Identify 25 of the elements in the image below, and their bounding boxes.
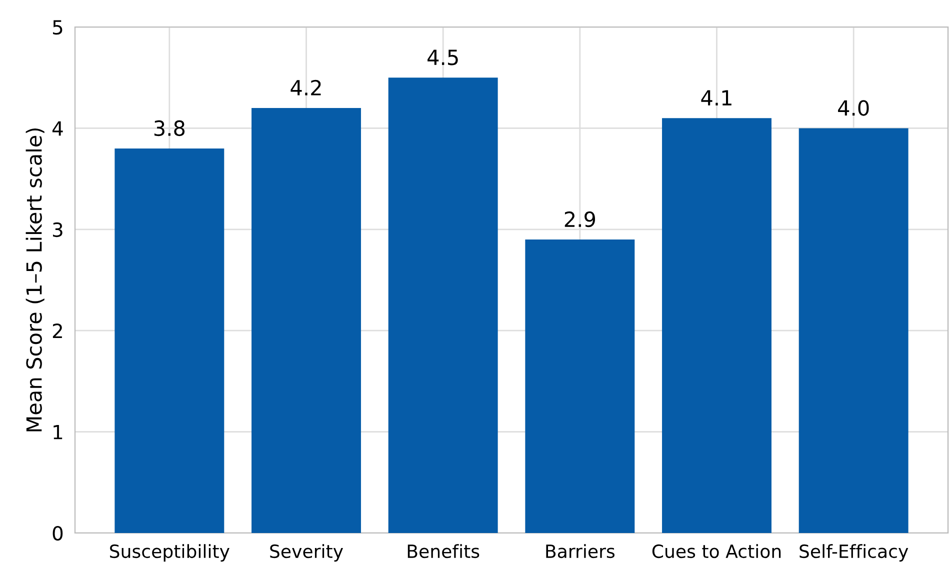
x-tick-label: Cues to Action bbox=[652, 544, 781, 558]
bar bbox=[798, 128, 908, 533]
data-label: 3.8 bbox=[154, 120, 185, 136]
y-tick-label: 3 bbox=[53, 222, 62, 238]
y-tick-label: 1 bbox=[54, 425, 62, 440]
y-tick-label: 0 bbox=[52, 526, 63, 541]
x-tick-label: Severity bbox=[270, 544, 343, 562]
data-label: 4.2 bbox=[290, 80, 321, 96]
data-label: 4.5 bbox=[428, 50, 458, 66]
data-label: 4.1 bbox=[701, 90, 732, 106]
x-tick-label: Benefits bbox=[408, 544, 480, 558]
y-tick-label: 4 bbox=[52, 121, 63, 136]
x-tick-label: Self-Efficacy bbox=[800, 544, 908, 562]
bar bbox=[388, 78, 498, 533]
x-tick-label: Barriers bbox=[546, 544, 615, 558]
y-tick-label: 5 bbox=[53, 20, 62, 35]
bar bbox=[114, 148, 224, 533]
y-axis-title: Mean Score (1–5 Likert scale) bbox=[26, 128, 44, 432]
bar bbox=[525, 240, 635, 533]
y-tick-label: 2 bbox=[52, 324, 62, 338]
bar bbox=[662, 118, 772, 533]
data-label: 2.9 bbox=[564, 211, 596, 228]
data-label: 4.0 bbox=[838, 100, 869, 116]
bar bbox=[252, 108, 361, 533]
x-tick-label: Susceptibility bbox=[110, 544, 230, 562]
